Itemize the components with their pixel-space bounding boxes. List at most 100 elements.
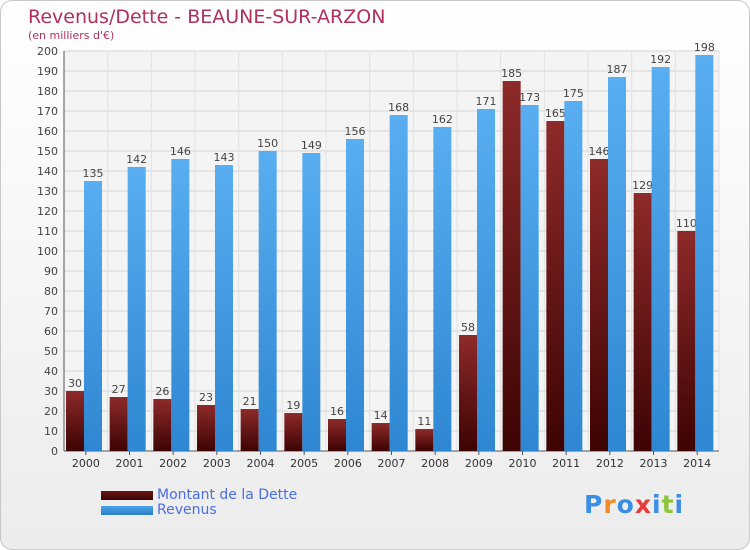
data-label-dette: 26: [155, 385, 169, 398]
bar-revenus: [258, 151, 277, 451]
proxiti-logo: Proxiti: [584, 490, 685, 519]
data-label-revenus: 135: [83, 167, 104, 180]
bar-dette: [502, 81, 521, 451]
y-tick-label: 10: [44, 425, 58, 438]
bar-dette: [153, 399, 172, 451]
bar-revenus: [302, 153, 321, 451]
bar-revenus: [651, 67, 670, 451]
data-label-dette: 14: [374, 409, 388, 422]
bar-dette: [240, 409, 259, 451]
y-tick-label: 140: [37, 165, 58, 178]
x-tick-label: 2013: [640, 457, 668, 470]
bar-revenus: [695, 55, 714, 451]
data-label-dette: 19: [286, 399, 300, 412]
data-label-dette: 58: [461, 321, 475, 334]
bar-dette: [109, 397, 128, 451]
bar-revenus: [608, 77, 626, 451]
legend-swatch-revenus: [101, 506, 153, 515]
x-tick-label: 2010: [509, 457, 537, 470]
y-tick-label: 70: [44, 305, 58, 318]
bar-dette: [546, 121, 565, 451]
y-tick-label: 130: [37, 185, 58, 198]
bar-dette: [66, 391, 84, 451]
bar-dette: [590, 159, 608, 451]
bar-dette: [633, 193, 652, 451]
y-tick-label: 20: [44, 405, 58, 418]
bar-revenus: [477, 109, 495, 451]
bar-dette: [677, 231, 696, 451]
data-label-revenus: 198: [694, 41, 715, 54]
y-tick-label: 180: [37, 85, 58, 98]
x-tick-label: 2006: [334, 457, 362, 470]
bar-revenus: [171, 159, 190, 451]
data-label-dette: 16: [330, 405, 344, 418]
bar-dette: [197, 405, 215, 451]
x-tick-label: 2014: [683, 457, 711, 470]
y-tick-label: 170: [37, 105, 58, 118]
data-label-revenus: 146: [170, 145, 191, 158]
data-label-dette: 185: [501, 67, 522, 80]
bar-dette: [371, 423, 390, 451]
legend-label-dette: Montant de la Dette: [157, 487, 298, 503]
bar-revenus: [84, 181, 102, 451]
y-tick-label: 60: [44, 325, 58, 338]
x-tick-label: 2009: [465, 457, 493, 470]
data-label-dette: 165: [545, 107, 566, 120]
y-tick-label: 30: [44, 385, 58, 398]
chart-subtitle: (en milliers d'€): [28, 29, 115, 42]
y-tick-label: 100: [37, 245, 58, 258]
data-label-revenus: 173: [519, 91, 540, 104]
data-label-revenus: 175: [563, 87, 584, 100]
x-tick-label: 2005: [290, 457, 318, 470]
data-label-dette: 129: [632, 179, 653, 192]
data-label-dette: 30: [68, 377, 82, 390]
bar-dette: [284, 413, 303, 451]
data-label-revenus: 171: [476, 95, 497, 108]
bar-revenus: [127, 167, 146, 451]
bar-dette: [459, 335, 477, 451]
y-tick-label: 200: [37, 45, 58, 58]
data-label-dette: 23: [199, 391, 213, 404]
x-tick-label: 2011: [552, 457, 580, 470]
bar-revenus: [389, 115, 408, 451]
data-label-dette: 110: [676, 217, 697, 230]
x-tick-label: 2001: [116, 457, 144, 470]
chart-title: Revenus/Dette - BEAUNE-SUR-ARZON: [28, 6, 386, 28]
bar-revenus: [215, 165, 233, 451]
y-tick-label: 110: [37, 225, 58, 238]
y-tick-label: 120: [37, 205, 58, 218]
x-tick-label: 2000: [72, 457, 100, 470]
bar-revenus: [520, 105, 539, 451]
y-tick-label: 160: [37, 125, 58, 138]
y-tick-label: 80: [44, 285, 58, 298]
y-tick-label: 0: [51, 445, 58, 458]
data-label-revenus: 156: [345, 125, 366, 138]
data-label-revenus: 142: [126, 153, 147, 166]
data-label-revenus: 162: [432, 113, 453, 126]
data-label-revenus: 150: [257, 137, 278, 150]
x-tick-label: 2012: [596, 457, 624, 470]
x-tick-label: 2002: [159, 457, 187, 470]
x-tick-label: 2008: [421, 457, 449, 470]
bar-revenus: [564, 101, 583, 451]
data-label-dette: 21: [243, 395, 257, 408]
data-label-dette: 146: [589, 145, 610, 158]
x-tick-label: 2004: [247, 457, 275, 470]
data-label-revenus: 143: [214, 151, 235, 164]
data-label-revenus: 149: [301, 139, 322, 152]
legend-label-revenus: Revenus: [157, 502, 217, 518]
legend-swatch-dette: [101, 491, 153, 500]
data-label-revenus: 192: [650, 53, 671, 66]
y-tick-label: 150: [37, 145, 58, 158]
x-tick-label: 2007: [378, 457, 406, 470]
data-label-revenus: 187: [607, 63, 628, 76]
y-tick-label: 50: [44, 345, 58, 358]
y-tick-label: 190: [37, 65, 58, 78]
bar-dette: [415, 429, 434, 451]
bar-dette: [328, 419, 346, 451]
bar-revenus: [346, 139, 364, 451]
data-label-dette: 11: [417, 415, 431, 428]
bar-revenus: [433, 127, 452, 451]
